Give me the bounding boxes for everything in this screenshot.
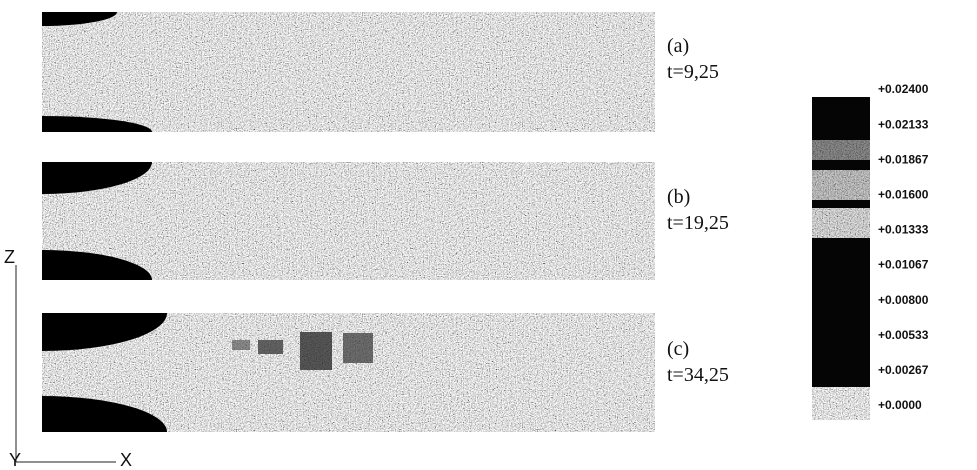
colorbar-tick-label: +0.00533	[878, 328, 929, 342]
colorbar-tick-label: +0.02400	[878, 82, 929, 96]
panel-time: t=34,25	[667, 364, 729, 386]
axis-label: X	[120, 450, 132, 470]
panel-time: t=9,25	[667, 61, 719, 83]
colorbar-tick-label: +0.01333	[878, 223, 929, 237]
colorbar-tick-label: +0.00267	[878, 363, 929, 377]
panel-label: (c)	[667, 338, 689, 360]
colorbar-tick-label: +0.00800	[878, 293, 929, 307]
colorbar-tick-label: +0.01067	[878, 258, 929, 272]
colorbar-tick-label: +0.0000	[878, 398, 922, 412]
colorbar-labels: +0.02400 +0.02133 +0.01867 +0.01600 +0.01333…	[878, 82, 929, 412]
colorbar-tick-label: +0.01600	[878, 188, 929, 202]
colorbar-tick-label: +0.01867	[878, 152, 929, 166]
panel-labels: (a) t=9,25 (b) t=19,25 (c) t=34,25	[667, 35, 729, 386]
colorbar-tick-label: +0.02133	[878, 117, 929, 131]
axis-label: Z	[4, 247, 15, 267]
panel-label: (a)	[667, 35, 689, 57]
contour-panel	[0, 275, 655, 468]
panel-time: t=19,25	[667, 212, 729, 234]
colorbar	[812, 97, 870, 420]
axis-label: Y	[9, 450, 21, 470]
contour-panel	[0, 0, 655, 148]
figure: (a)t=9,25(b)t=19,25(c)t=34,25 +0.02400+0…	[0, 0, 977, 470]
contour-panel	[0, 130, 655, 310]
panel-label: (b)	[667, 186, 690, 208]
